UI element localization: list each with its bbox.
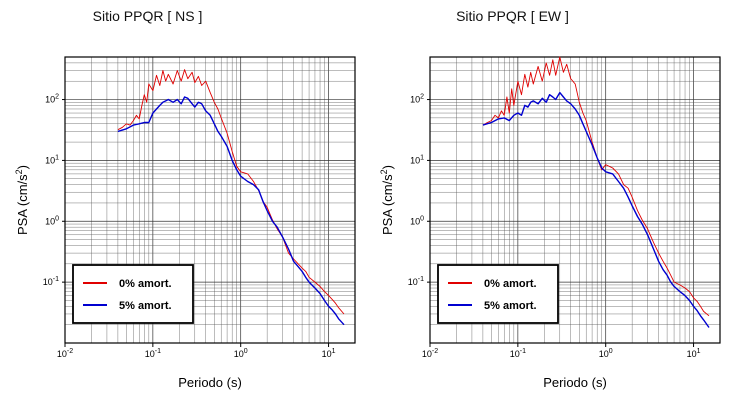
x-tick-label: 10-2	[57, 348, 73, 359]
y-axis-label: PSA (cm/s2)	[379, 165, 395, 235]
x-tick-label: 100	[599, 348, 613, 359]
legend-label: 0% amort.	[119, 278, 172, 290]
y-tick-label: 101	[410, 154, 424, 165]
series-line	[117, 69, 345, 315]
x-axis-label: Periodo (s)	[543, 375, 607, 390]
y-tick-label: 101	[45, 154, 59, 165]
y-tick-label: 10-1	[43, 276, 59, 287]
chart-svg: 10-2 10-1 100 101 10-1 100 101 102 Periodo (s) PS…	[379, 56, 721, 390]
x-tick-label: 100	[234, 348, 248, 359]
legend-label: 0% amort.	[484, 278, 537, 290]
x-tick-label: 10-1	[510, 348, 526, 359]
plot-frame	[64, 56, 356, 344]
chart-panel-ns: Sitio PPQR [ NS ] 10-2 10-1 100 101 10-1 100 1…	[14, 8, 356, 390]
chart-title: Sitio PPQR [ NS ]	[92, 8, 203, 24]
legend-box	[72, 264, 194, 324]
chart-panel-ew: Sitio PPQR [ EW ] 10-2 10-1 100 101 10-1 100 1…	[365, 0, 730, 400]
y-axis-label: PSA (cm/s2)	[14, 165, 30, 235]
series-line	[482, 91, 710, 328]
chart-svg: 10-2 10-1 100 101 10-1 100 101 102 Periodo (s) PS…	[14, 56, 356, 390]
legend: 0% amort. 5% amort.	[72, 264, 194, 324]
series-line	[117, 96, 345, 326]
plot-frame	[429, 56, 721, 344]
grid	[429, 56, 721, 344]
x-tick-label: 101	[687, 348, 701, 359]
y-tick-label: 100	[45, 215, 59, 226]
legend-label: 5% amort.	[119, 300, 172, 312]
x-axis-label: Periodo (s)	[178, 375, 242, 390]
legend: 0% amort. 5% amort.	[437, 264, 559, 324]
x-tick-label: 101	[322, 348, 336, 359]
x-tick-label: 10-2	[422, 348, 438, 359]
chart-title: Sitio PPQR [ EW ]	[456, 8, 569, 24]
y-tick-label: 10-1	[408, 276, 424, 287]
series-line	[482, 56, 710, 317]
y-tick-label: 102	[410, 94, 424, 105]
x-tick-label: 10-1	[145, 348, 161, 359]
legend-label: 5% amort.	[484, 300, 537, 312]
y-tick-label: 100	[410, 215, 424, 226]
legend-box	[437, 264, 559, 324]
y-tick-label: 102	[45, 94, 59, 105]
